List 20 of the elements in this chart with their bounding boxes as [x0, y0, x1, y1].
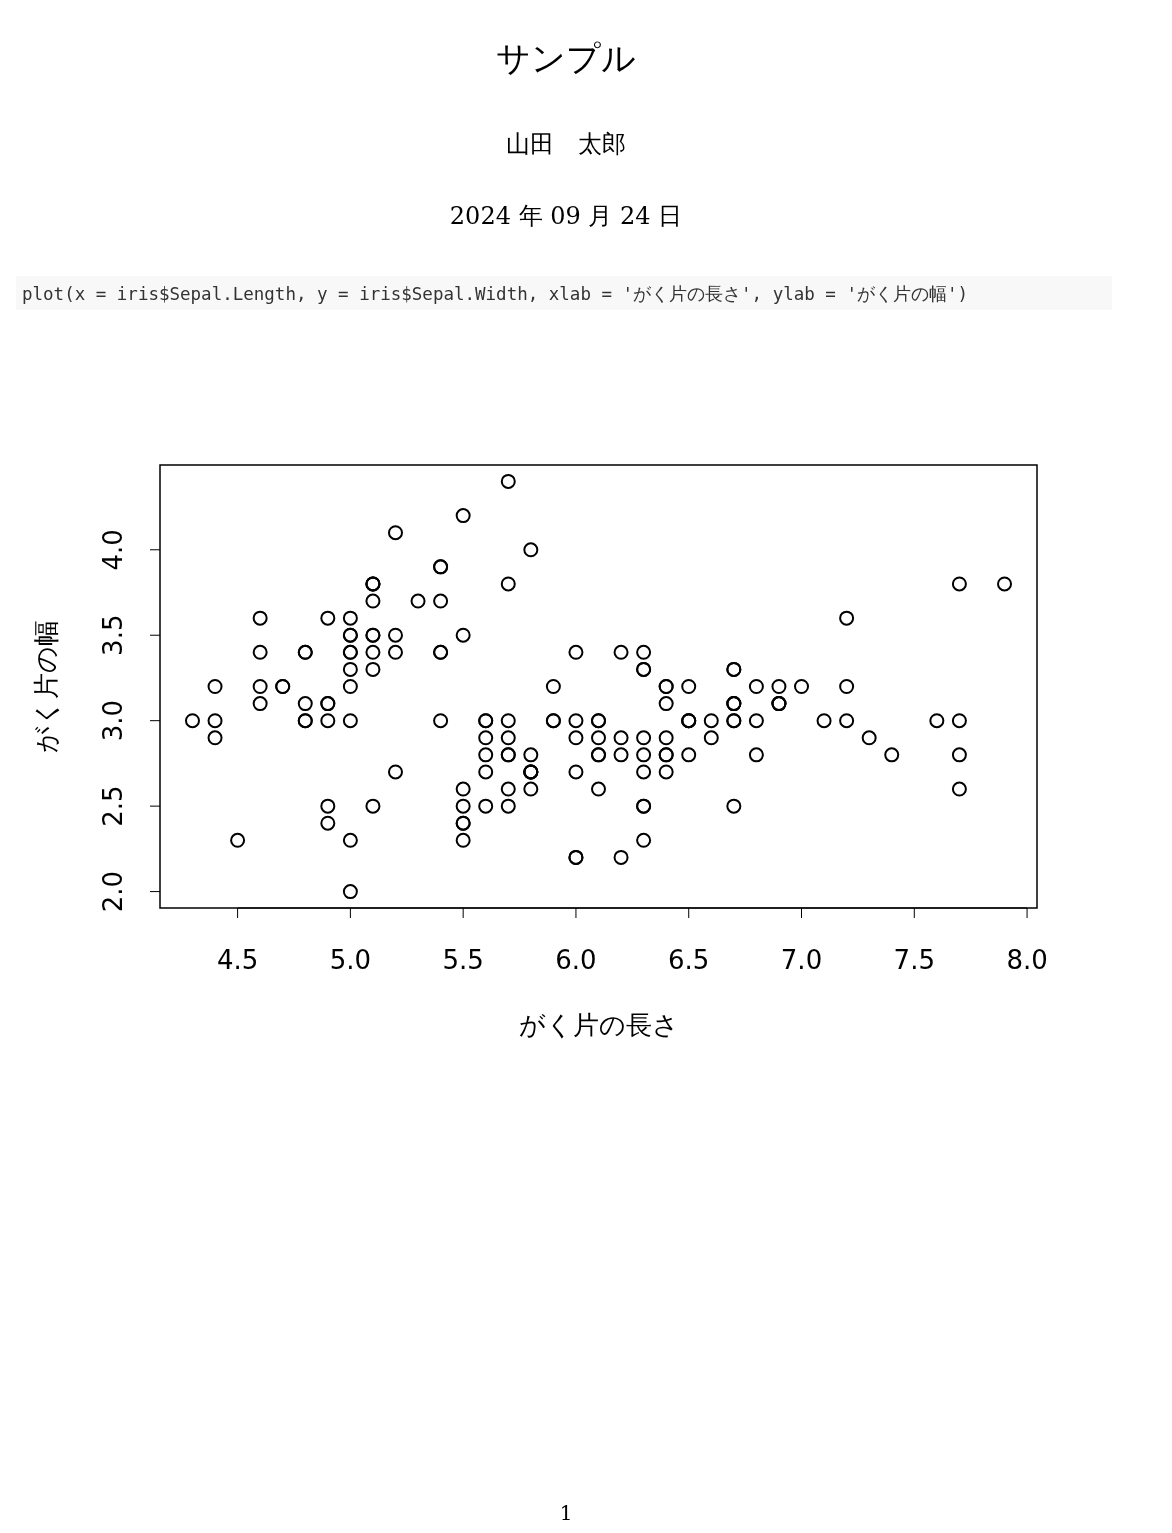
- x-tick-label: 5.5: [442, 945, 484, 975]
- y-tick-label: 3.0: [98, 700, 128, 742]
- x-tick-label: 8.0: [1006, 945, 1048, 975]
- text: 2024 年 09 月 24 日: [449, 202, 683, 230]
- x-tick-label: 4.5: [216, 945, 259, 975]
- text: 1: [559, 1501, 573, 1525]
- x-tick-label: 7.0: [780, 945, 823, 975]
- chart-subtitle: 山田 太郎: [506, 130, 626, 158]
- x-tick-label: 6.5: [668, 945, 710, 975]
- y-tick-label: 3.5: [98, 614, 128, 656]
- y-axis-title: がく片の幅: [31, 620, 61, 753]
- y-tick-label: 4.0: [98, 529, 128, 571]
- x-tick-label: 6.0: [555, 945, 597, 975]
- x-axis-title: がく片の長さ: [518, 1010, 679, 1040]
- x-tick-label: 7.5: [893, 945, 935, 975]
- text: plot(x = iris$Sepal.Length, y = iris$Sepal.Width, xlab = 'がく片の長さ', ylab = 'がく片の幅'): [22, 284, 969, 304]
- x-tick-label: 5.0: [329, 945, 372, 975]
- y-tick-label: 2.0: [98, 870, 128, 913]
- y-tick-label: 2.5: [98, 785, 128, 827]
- chart-title: サンプル: [496, 38, 636, 78]
